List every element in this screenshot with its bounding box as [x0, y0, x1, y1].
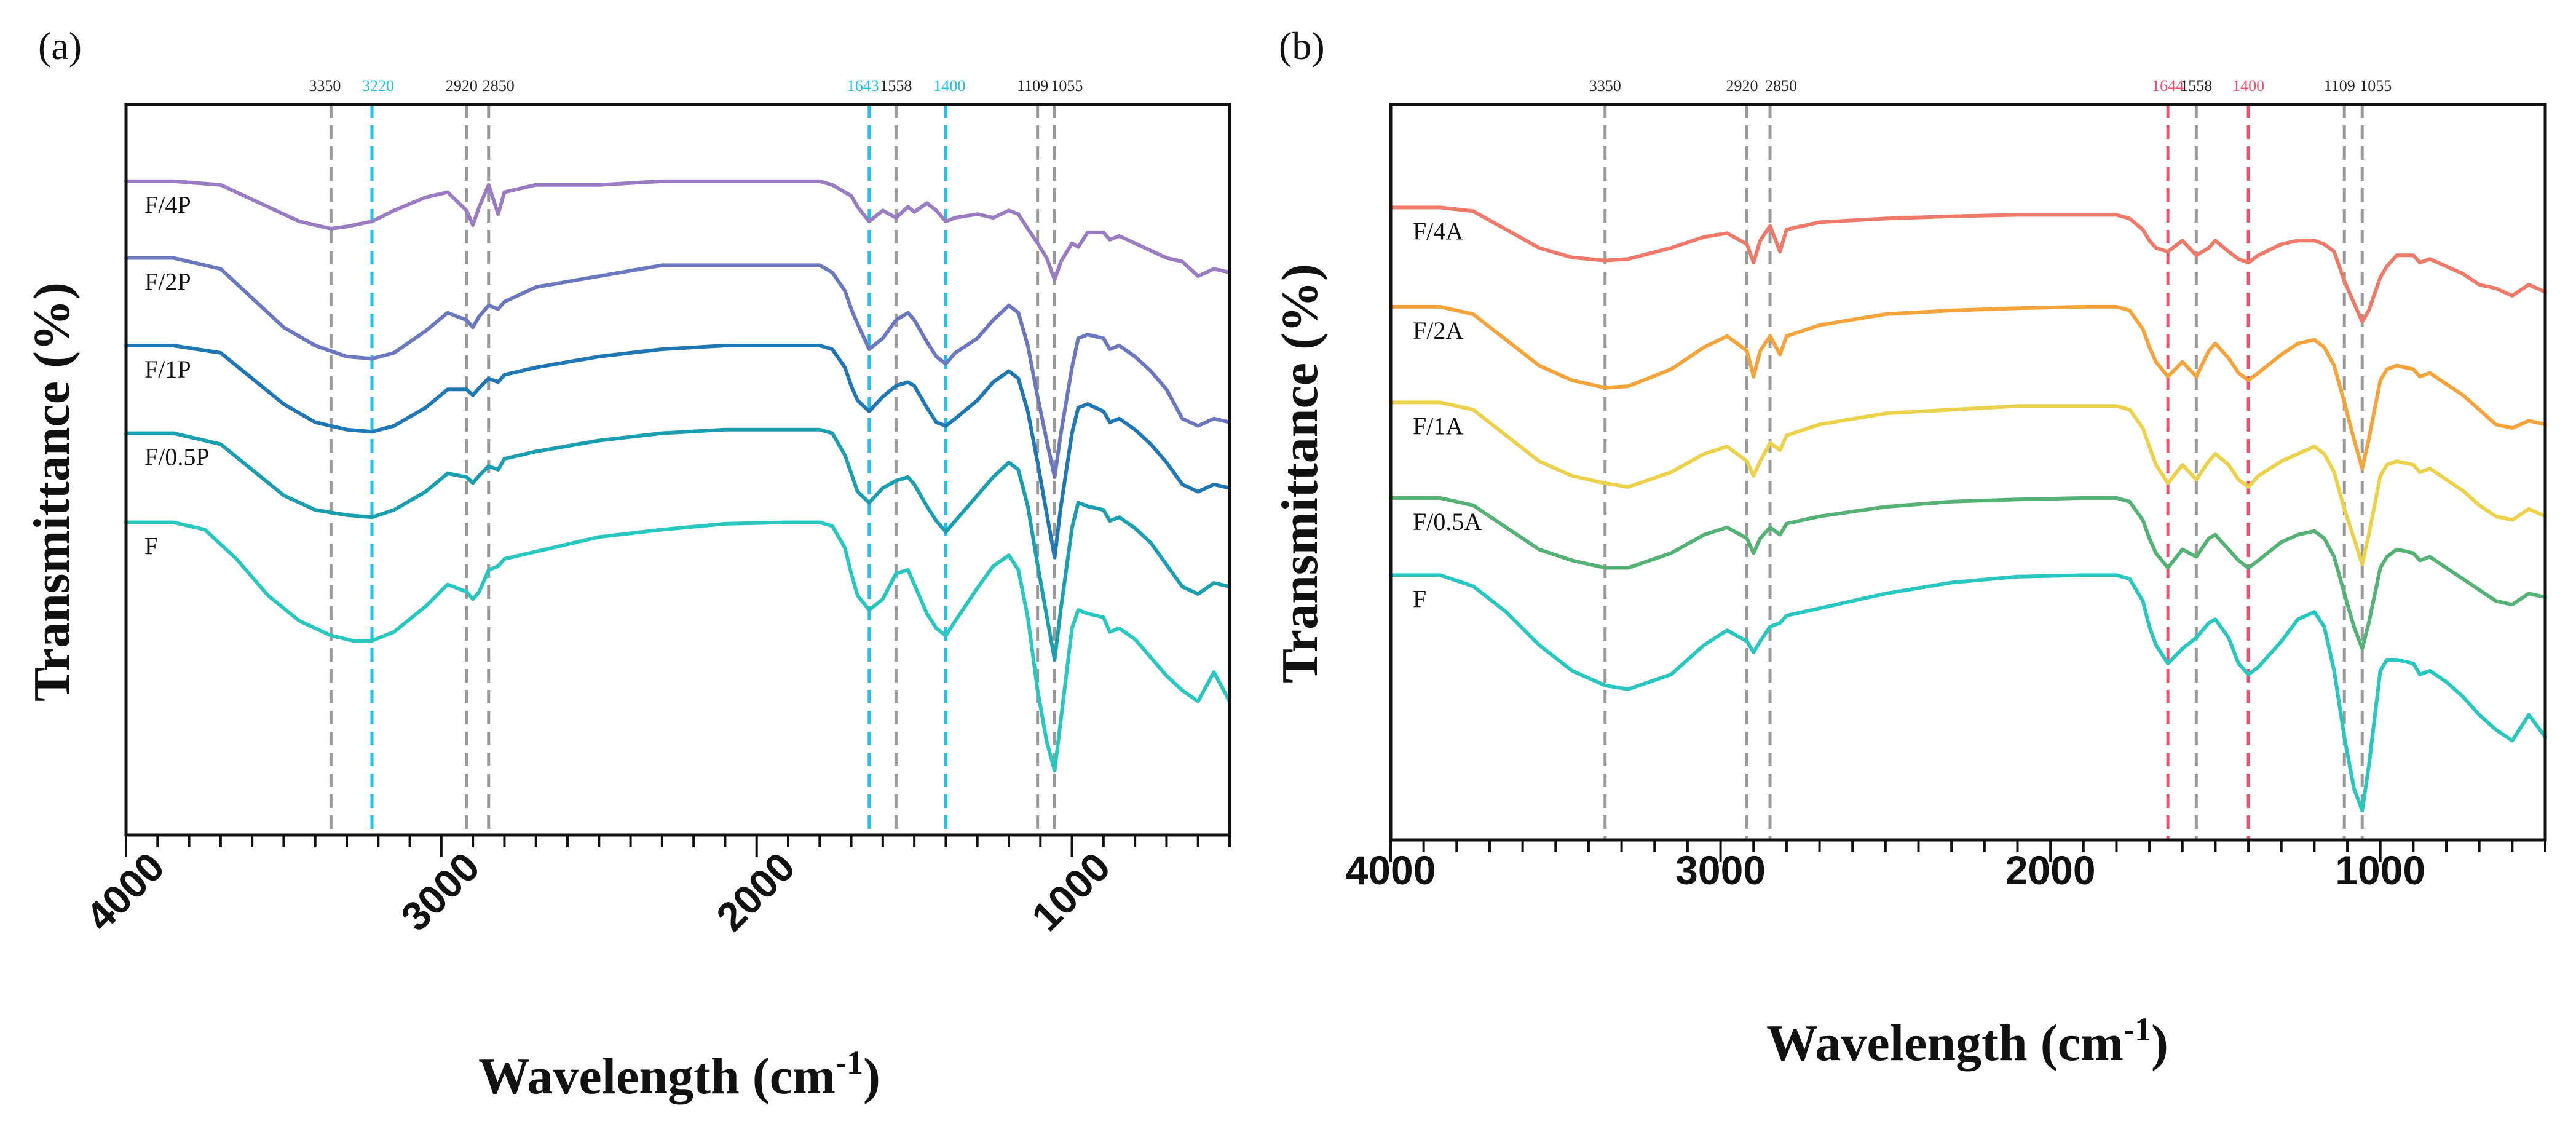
- panel-b-ref-label-2920: 2920: [1726, 77, 1758, 95]
- panel-b-x-ticks: 4000 3000 2000 1000: [1346, 840, 2546, 893]
- panel-b-x-tick-label-4000: 4000: [1346, 847, 1436, 893]
- panel-b-plot-frame: [1389, 103, 2547, 842]
- panel-b-y-axis-title: Transmittance (%): [1271, 264, 1329, 683]
- panel-b-series-line-f-4: [1389, 573, 2547, 813]
- panel-b-spectra: [1389, 205, 2547, 813]
- panel-b-series-line-f-1a-2: [1389, 400, 2547, 566]
- panel-a-series-labels: F/4P F/2P F/1P F/0.5P F: [144, 191, 210, 560]
- panel-b-x-tick-label-2000: 2000: [2005, 847, 2096, 893]
- panel-b-ref-label-1400: 1400: [2232, 77, 2264, 95]
- panel-b-series-label-f-4a-0: F/4A: [1413, 217, 1463, 245]
- panel-a-series-label-f-1p-2: F/1P: [144, 355, 191, 383]
- panel-a-series-label-f-4p-0: F/4P: [144, 191, 191, 219]
- panel-a-series-label-f-4: F: [144, 532, 158, 560]
- panel-a-x-tick-label-4000: 4000: [77, 844, 173, 940]
- panel-b-ref-label-1644: 1644: [2152, 77, 2184, 95]
- panel-a-series-line-f-4p-0: [124, 179, 1231, 282]
- panel-a-series-label-f-0-5p-3: F/0.5P: [144, 443, 210, 471]
- panel-b: (b) Transmittance (%) Wavelength (cm-1) …: [1271, 24, 2547, 1072]
- panel-a-x-axis-title: Wavelength (cm-1): [478, 1044, 880, 1105]
- panel-b-series-line-f-2a-1: [1389, 304, 2547, 470]
- panel-b-series-label-f-2a-1: F/2A: [1413, 317, 1463, 344]
- panel-a-plot-frame: [124, 103, 1231, 837]
- panel-b-series-label-f-1a-2: F/1A: [1413, 412, 1463, 440]
- panel-a-series-line-f-2p-1: [124, 256, 1231, 479]
- panel-a-ref-label-1109: 1109: [1017, 77, 1048, 95]
- panel-b-ref-label-1109: 1109: [2324, 77, 2355, 95]
- panel-a-x-ticks: 4000 3000 2000 1000: [77, 835, 1231, 940]
- panel-b-ref-label-3350: 3350: [1589, 77, 1621, 95]
- panel-b-series-labels: F/4A F/2A F/1A F/0.5A F: [1413, 217, 1482, 612]
- panel-a-ref-label-3220: 3220: [362, 77, 394, 95]
- panel-a-ref-label-1643: 1643: [847, 77, 879, 95]
- panel-a-x-tick-label-3000: 3000: [392, 844, 488, 940]
- panel-b-series-label-f-0-5a-3: F/0.5A: [1413, 508, 1482, 536]
- panel-a-ref-label-1558: 1558: [880, 77, 912, 95]
- panel-a-series-line-f-0-5p-3: [124, 427, 1231, 662]
- panel-a-series-line-f-4: [124, 520, 1231, 773]
- panel-b-ref-label-1558: 1558: [2180, 77, 2212, 95]
- panel-b-x-axis-title: Wavelength (cm-1): [1766, 1011, 2168, 1072]
- panel-b-series-label-f-4: F: [1413, 585, 1426, 612]
- panel-a-reference-lines: 3350 3220 2920 2850 1643 1558 1400 1109 1055: [309, 77, 1083, 835]
- panel-a: (a) Transmittance (%) Wavelength (cm-1) …: [23, 24, 1231, 1105]
- panel-b-ref-label-2850: 2850: [1765, 77, 1797, 95]
- panel-a-ref-label-1055: 1055: [1051, 77, 1083, 95]
- panel-a-spectra: [124, 179, 1231, 773]
- panel-a-ref-label-2850: 2850: [483, 77, 515, 95]
- panel-b-series-line-f-0-5a-3: [1389, 496, 2547, 651]
- panel-a-ref-label-2920: 2920: [446, 77, 478, 95]
- panel-a-ref-label-3350: 3350: [309, 77, 341, 95]
- panel-a-x-tick-label-2000: 2000: [708, 844, 804, 940]
- panel-a-x-tick-label-1000: 1000: [1023, 844, 1119, 940]
- panel-a-series-line-f-1p-2: [124, 344, 1231, 560]
- panel-b-series-line-f-4a-0: [1389, 205, 2547, 323]
- panel-a-letter: (a): [38, 24, 82, 68]
- panel-b-ref-label-1055: 1055: [2360, 77, 2392, 95]
- panel-a-ref-label-1400: 1400: [933, 77, 965, 95]
- panel-b-x-tick-label-3000: 3000: [1675, 847, 1766, 893]
- panel-a-series-label-f-2p-1: F/2P: [144, 267, 191, 295]
- panel-a-y-axis-title: Transmittance (%): [23, 282, 81, 702]
- panel-b-x-tick-label-1000: 1000: [2335, 847, 2425, 893]
- panel-b-letter: (b): [1279, 24, 1325, 68]
